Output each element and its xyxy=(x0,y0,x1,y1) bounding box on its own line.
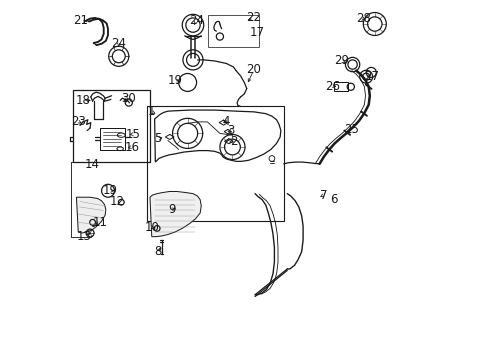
Polygon shape xyxy=(76,197,106,233)
Text: 2: 2 xyxy=(230,135,237,148)
Text: 30: 30 xyxy=(121,92,136,105)
Text: 13: 13 xyxy=(77,230,92,243)
Text: 7: 7 xyxy=(320,189,328,202)
Text: 26: 26 xyxy=(325,80,341,93)
Bar xyxy=(334,82,348,91)
Bar xyxy=(147,107,284,221)
Text: 24: 24 xyxy=(111,36,126,50)
Text: 27: 27 xyxy=(364,70,379,83)
Text: 16: 16 xyxy=(124,140,139,153)
Text: 15: 15 xyxy=(125,127,141,141)
Text: 14: 14 xyxy=(85,158,100,171)
Text: 11: 11 xyxy=(92,216,107,229)
Text: 5: 5 xyxy=(154,132,162,145)
Text: 4: 4 xyxy=(222,115,230,128)
Text: 23: 23 xyxy=(71,115,86,128)
Text: 21: 21 xyxy=(74,14,88,27)
Text: 3: 3 xyxy=(227,124,234,138)
Text: 20: 20 xyxy=(246,63,261,76)
Text: 19: 19 xyxy=(103,184,118,197)
Bar xyxy=(208,15,259,47)
Text: 24: 24 xyxy=(189,14,204,27)
Text: 28: 28 xyxy=(357,12,371,25)
Text: 1: 1 xyxy=(148,105,155,118)
Polygon shape xyxy=(150,192,201,237)
Text: 6: 6 xyxy=(330,193,338,206)
Text: 17: 17 xyxy=(250,27,265,40)
Text: 10: 10 xyxy=(145,221,160,234)
Bar xyxy=(73,90,150,162)
Text: 12: 12 xyxy=(109,195,124,208)
Text: 25: 25 xyxy=(344,123,359,136)
Text: 18: 18 xyxy=(75,94,90,107)
Text: 19: 19 xyxy=(168,74,183,87)
Text: 29: 29 xyxy=(334,54,349,67)
Text: 22: 22 xyxy=(246,12,262,24)
Text: 9: 9 xyxy=(168,203,175,216)
Text: 8: 8 xyxy=(154,245,162,258)
